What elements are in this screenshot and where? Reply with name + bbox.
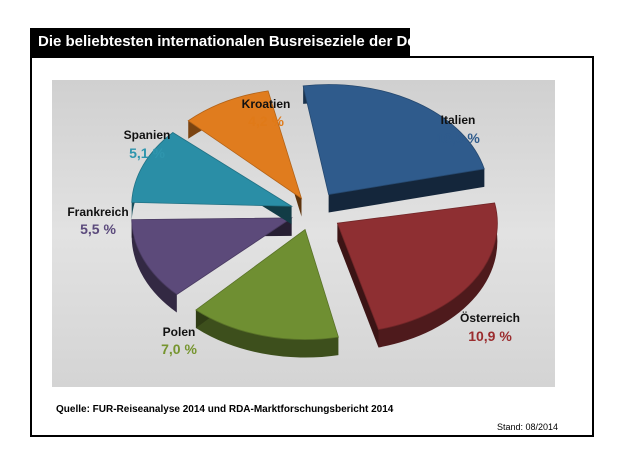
label-name-kroatien: Kroatien — [242, 97, 291, 111]
pie-slices — [131, 84, 498, 358]
label-name-italien: Italien — [441, 113, 476, 127]
label-name-oesterreich: Österreich — [460, 310, 520, 325]
slice-oesterreich-edge — [337, 223, 379, 348]
date-note: Stand: 08/2014 — [496, 422, 558, 432]
label-name-frankreich: Frankreich — [67, 205, 128, 219]
pie-labels: Italien 10,9 % Österreich 10,9 % Polen 7… — [67, 97, 520, 357]
source-note: Quelle: FUR-Reiseanalyse 2014 und RDA-Ma… — [56, 404, 394, 415]
chart-title: Die beliebtesten internationalen Busreis… — [30, 28, 473, 56]
slice-italien-top — [302, 84, 485, 195]
label-name-spanien: Spanien — [124, 128, 171, 142]
slice-polen-top — [195, 228, 339, 340]
label-name-polen: Polen — [163, 325, 196, 339]
slice-polen — [195, 228, 339, 358]
slice-spanien — [131, 132, 294, 225]
label-value-italien: 10,9 % — [436, 130, 480, 146]
label-value-frankreich: 5,5 % — [80, 221, 116, 237]
label-value-polen: 7,0 % — [161, 341, 197, 357]
slice-kroatien — [187, 90, 303, 217]
slice-kroatien-top — [187, 90, 303, 200]
slice-oesterreich — [336, 202, 498, 348]
slice-italien — [302, 84, 485, 213]
slice-italien-edge — [328, 168, 485, 213]
label-value-oesterreich: 10,9 % — [468, 328, 512, 344]
slice-spanien-top — [131, 132, 294, 207]
slice-oesterreich-top — [336, 202, 498, 330]
slice-frankreich — [131, 217, 294, 313]
label-value-kroatien: 4,2 % — [248, 113, 284, 129]
slice-frankreich-top — [131, 217, 294, 295]
label-value-spanien: 5,1 % — [129, 145, 165, 161]
